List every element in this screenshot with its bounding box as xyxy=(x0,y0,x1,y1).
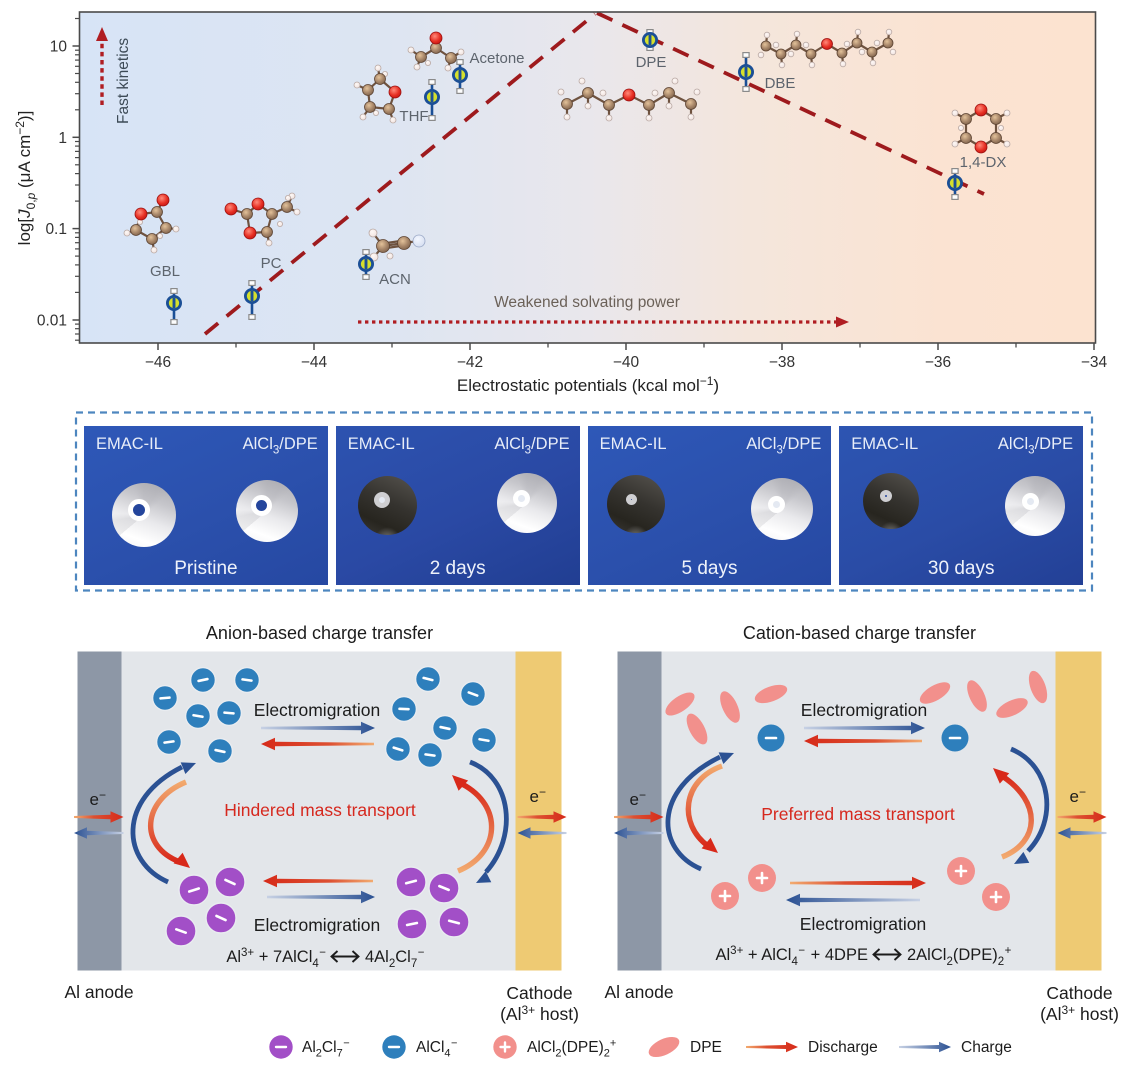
svg-text:THF: THF xyxy=(399,108,428,125)
svg-text:Electromigration: Electromigration xyxy=(800,914,926,934)
svg-text:Cathode: Cathode xyxy=(506,983,572,1003)
svg-text:Discharge: Discharge xyxy=(808,1039,878,1056)
svg-text:−40: −40 xyxy=(613,354,640,371)
svg-text:−44: −44 xyxy=(301,354,328,371)
svg-text:(Al3+ host): (Al3+ host) xyxy=(500,1003,579,1024)
svg-text:PC: PC xyxy=(261,255,282,272)
svg-text:Al anode: Al anode xyxy=(65,982,134,1002)
svg-text:−42: −42 xyxy=(457,354,483,371)
svg-text:Cation-based charge transfer: Cation-based charge transfer xyxy=(743,623,976,643)
svg-text:GBL: GBL xyxy=(150,263,180,280)
svg-text:DPE: DPE xyxy=(690,1039,722,1056)
svg-text:1,4-DX: 1,4-DX xyxy=(960,154,1007,171)
svg-text:0.01: 0.01 xyxy=(37,313,67,330)
svg-text:−46: −46 xyxy=(145,354,171,371)
svg-text:Charge: Charge xyxy=(961,1039,1012,1056)
svg-text:Hindered mass transport: Hindered mass transport xyxy=(224,800,416,820)
svg-text:−34: −34 xyxy=(1081,354,1108,371)
svg-text:(Al3+ host): (Al3+ host) xyxy=(1040,1003,1119,1024)
svg-text:DPE: DPE xyxy=(636,54,667,71)
svg-text:AlCl4−: AlCl4− xyxy=(416,1038,457,1060)
svg-text:log[J0,p (μA cm−2)]: log[J0,p (μA cm−2)] xyxy=(13,111,38,246)
svg-text:AlCl2(DPE)2+: AlCl2(DPE)2+ xyxy=(527,1038,616,1060)
svg-text:Acetone: Acetone xyxy=(469,50,524,67)
svg-text:1: 1 xyxy=(58,130,67,147)
svg-text:Electromigration: Electromigration xyxy=(801,700,927,720)
svg-text:Electrostatic potentials (kcal: Electrostatic potentials (kcal mol−1) xyxy=(457,374,719,395)
svg-text:Fast kinetics: Fast kinetics xyxy=(115,38,132,124)
svg-text:DBE: DBE xyxy=(765,75,796,92)
svg-text:0.1: 0.1 xyxy=(45,221,67,238)
svg-text:Electromigration: Electromigration xyxy=(254,915,380,935)
svg-text:−38: −38 xyxy=(769,354,795,371)
svg-text:ACN: ACN xyxy=(379,271,411,288)
svg-text:Cathode: Cathode xyxy=(1046,983,1112,1003)
svg-text:Electromigration: Electromigration xyxy=(254,700,380,720)
svg-text:Al2Cl7−: Al2Cl7− xyxy=(302,1038,350,1060)
svg-text:Anion-based charge transfer: Anion-based charge transfer xyxy=(206,623,433,643)
svg-text:−36: −36 xyxy=(925,354,951,371)
svg-text:Al anode: Al anode xyxy=(605,982,674,1002)
svg-text:10: 10 xyxy=(50,39,68,56)
svg-text:Preferred mass transport: Preferred mass transport xyxy=(761,804,955,824)
svg-text:Weakened solvating power: Weakened solvating power xyxy=(494,294,680,311)
